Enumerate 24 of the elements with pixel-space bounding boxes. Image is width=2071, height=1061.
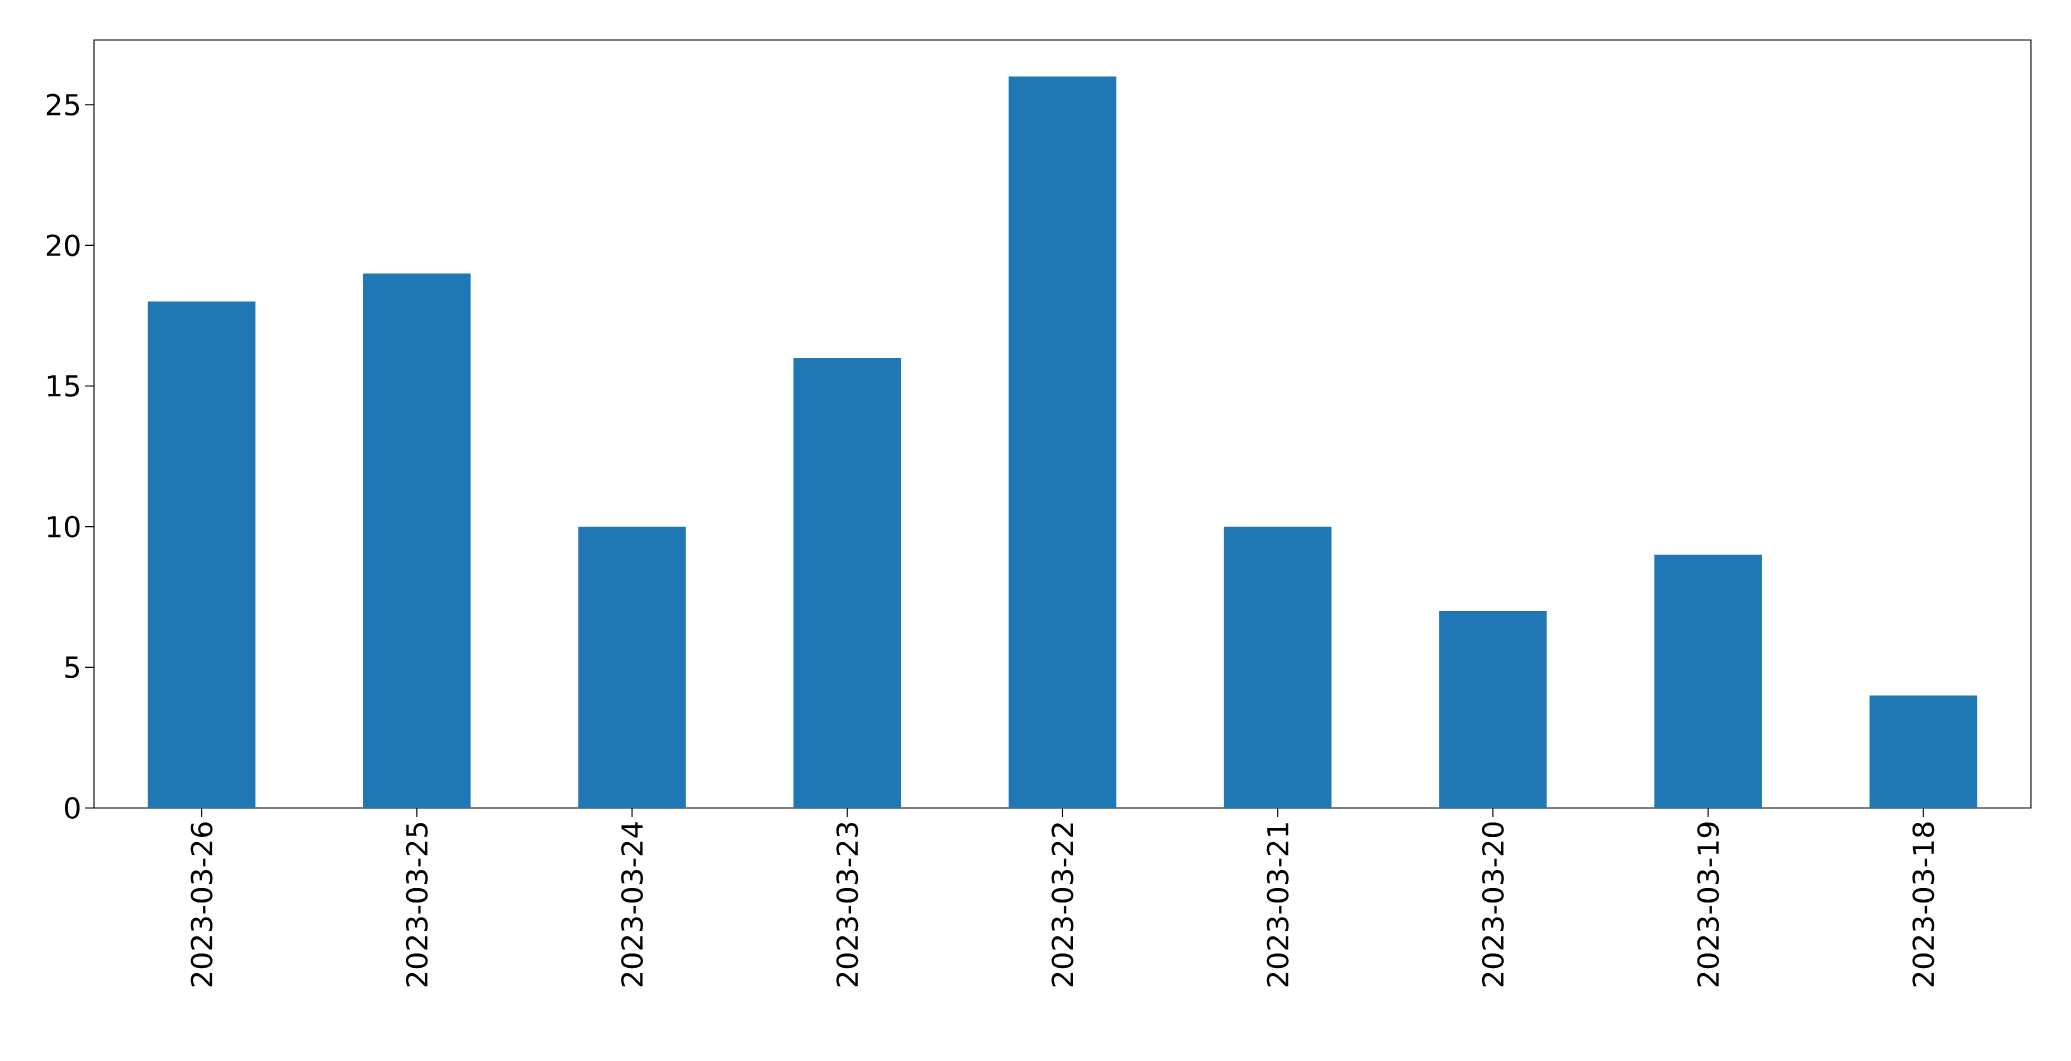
bar xyxy=(1439,611,1547,808)
bar xyxy=(1654,554,1762,808)
x-tick-label: 2023-03-26 xyxy=(190,822,213,987)
bar xyxy=(363,273,471,808)
bar xyxy=(578,526,686,808)
x-tick-label: 2023-03-21 xyxy=(1266,823,1289,987)
y-tick-label: 10 xyxy=(47,515,80,538)
x-tick-label: 2023-03-18 xyxy=(1912,822,1935,987)
y-tick-label: 0 xyxy=(65,797,80,819)
bar xyxy=(1008,76,1117,808)
y-tick-label: 25 xyxy=(46,93,79,116)
bar xyxy=(147,301,256,808)
x-tick-label: 2023-03-25 xyxy=(405,823,428,987)
bar xyxy=(1869,695,1978,808)
y-tick-label: 5 xyxy=(65,656,79,679)
y-tick-label: 20 xyxy=(46,234,80,257)
y-tick-label: 15 xyxy=(47,375,79,397)
x-tick-label: 2023-03-24 xyxy=(621,822,643,987)
x-tick-label: 2023-03-23 xyxy=(836,822,859,987)
x-tick-label: 2023-03-20 xyxy=(1481,822,1504,987)
x-tick-label: 2023-03-19 xyxy=(1697,822,1720,987)
bar xyxy=(1223,526,1332,808)
bar xyxy=(793,357,902,808)
x-tick-label: 2023-03-22 xyxy=(1051,823,1074,987)
